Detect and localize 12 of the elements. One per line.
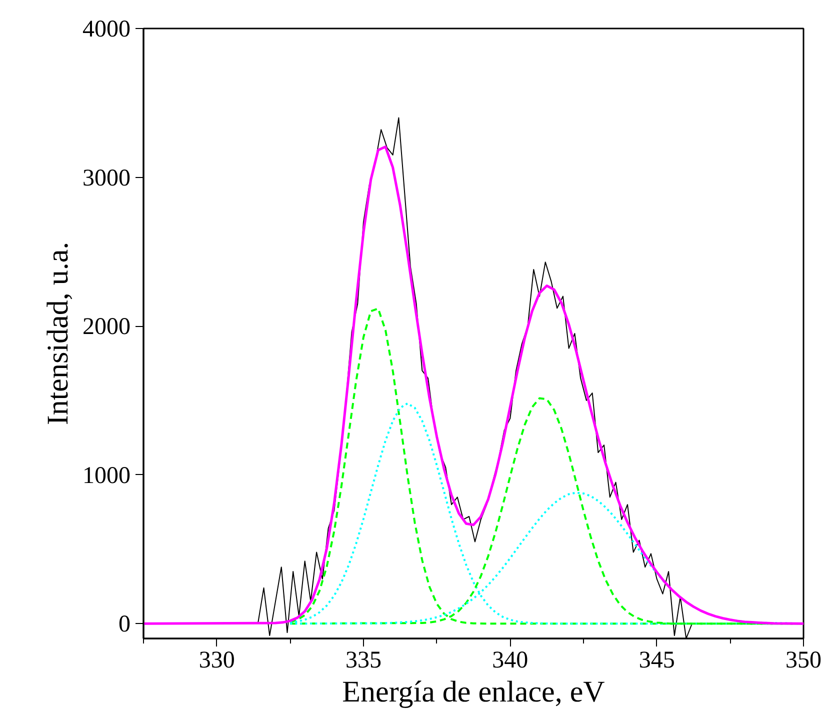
x-tick-label: 340 (492, 648, 528, 674)
y-axis-title: Intensidad, u.a. (42, 242, 74, 426)
y-tick-label: 3000 (82, 165, 130, 192)
x-tick-label: 350 (786, 648, 822, 674)
y-tick-label: 0 (118, 612, 130, 638)
y-tick-label: 1000 (82, 462, 130, 489)
x-axis-title: Energía de enlace, eV (342, 676, 606, 708)
x-tick-label: 345 (638, 648, 675, 674)
x-tick-label: 335 (346, 648, 382, 674)
y-tick-label: 2000 (82, 314, 130, 340)
x-tick-label: 330 (198, 648, 235, 674)
y-tick-label: 4000 (82, 16, 130, 42)
